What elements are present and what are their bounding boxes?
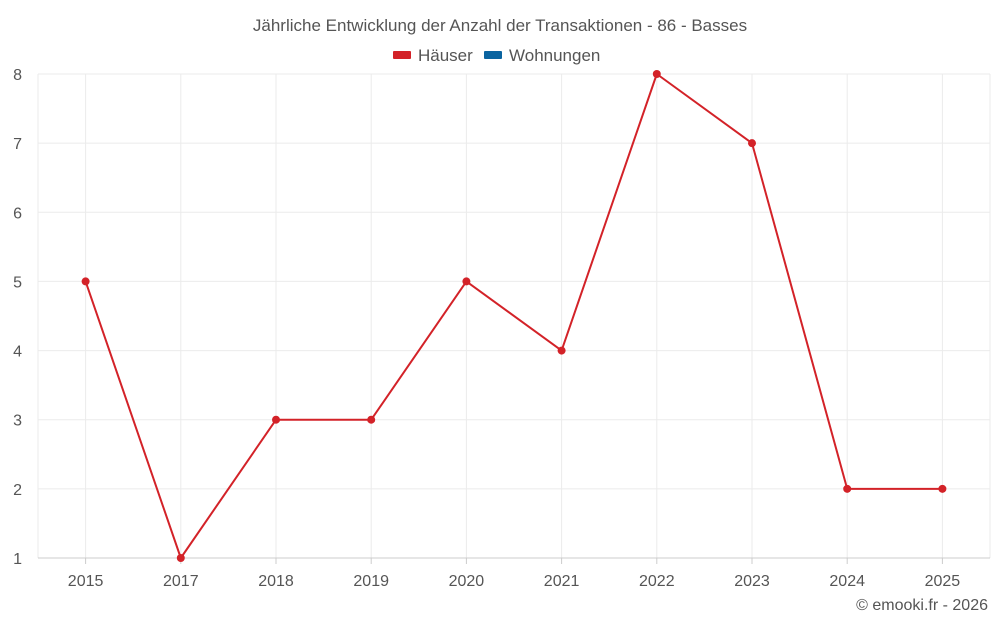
y-tick-label: 7 (13, 136, 22, 153)
chart-title: Jährliche Entwicklung der Anzahl der Tra… (253, 16, 747, 35)
legend-item-haeuser[interactable]: Häuser (393, 46, 473, 65)
legend-item-wohnungen[interactable]: Wohnungen (484, 46, 600, 65)
y-tick-label: 2 (13, 482, 22, 499)
legend: Häuser Wohnungen (393, 46, 600, 65)
x-tick-label: 2020 (449, 573, 485, 590)
x-tick-label: 2017 (163, 573, 199, 590)
y-tick-label: 1 (13, 551, 22, 568)
x-tick-label: 2023 (734, 573, 770, 590)
legend-label-wohnungen: Wohnungen (509, 46, 600, 65)
data-point[interactable]: 2015: 5 (81, 277, 90, 286)
axis-layer: 1 2 3 4 5 6 7 8 2015 2017 2018 2019 2020 2021 2022 2023… (13, 67, 990, 590)
legend-swatch-wohnungen (484, 51, 502, 59)
series-layer: 2015: 5 2017: 1 2018: 3 2019: 3 2020: 5 2021:… (81, 70, 947, 562)
x-tick-label: 2015 (68, 573, 104, 590)
x-tick-label: 2018 (258, 573, 294, 590)
data-point[interactable]: 2020: 5 (462, 277, 471, 286)
data-point[interactable]: 2021: 4 (557, 346, 566, 355)
y-tick-label: 3 (13, 413, 22, 430)
y-tick-label: 8 (13, 67, 22, 84)
data-point[interactable]: 2024: 2 (843, 484, 852, 493)
data-point[interactable]: 2017: 1 (176, 554, 185, 562)
data-point[interactable]: 2018: 3 (272, 415, 280, 424)
y-tick-label: 5 (13, 274, 22, 291)
x-tick-label: 2025 (925, 573, 961, 590)
x-tick-label: 2021 (544, 573, 580, 590)
data-point[interactable]: 2019: 3 (367, 415, 376, 424)
series-line-0 (84, 73, 943, 559)
x-tick-label: 2022 (639, 573, 675, 590)
data-point[interactable]: 2023: 7 (748, 139, 756, 148)
x-tick-label: 2024 (829, 573, 865, 590)
data-point[interactable]: 2025: 2 (938, 484, 947, 493)
credit-text: © emooki.fr - 2026 (856, 597, 988, 614)
legend-swatch-haeuser (393, 51, 411, 59)
x-tick-label: 2019 (353, 573, 389, 590)
y-tick-label: 6 (13, 205, 22, 222)
data-point[interactable]: 2022: 8 (652, 70, 661, 78)
legend-label-haeuser: Häuser (418, 46, 473, 65)
y-tick-label: 4 (13, 344, 22, 361)
grid-layer (37, 73, 991, 558)
